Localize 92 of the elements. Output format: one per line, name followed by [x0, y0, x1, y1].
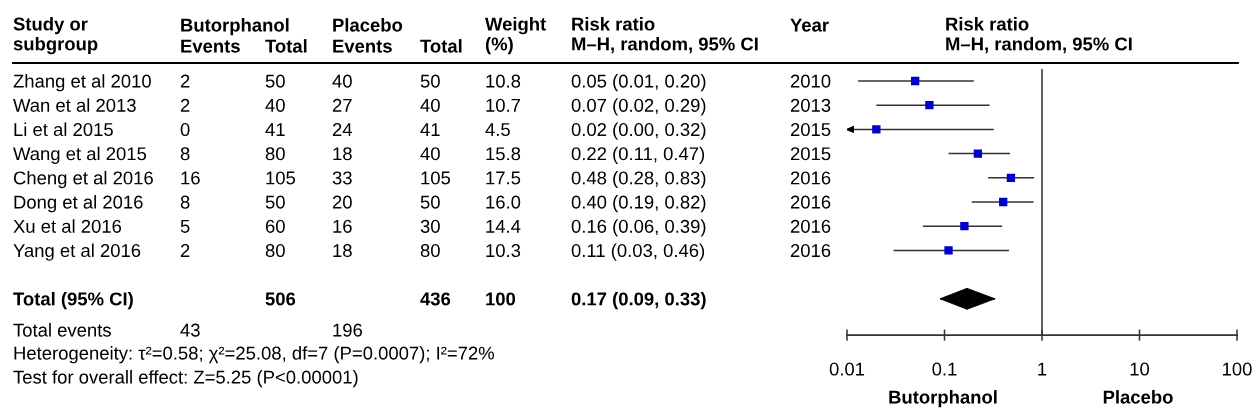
- text: 2016: [790, 244, 831, 258]
- text: Yang et al 2016: [13, 243, 141, 261]
- x-tick-label: 100: [1223, 362, 1252, 376]
- text: Wang et al 2015: [13, 146, 147, 164]
- text: 8: [180, 147, 190, 161]
- text: 0.40 (0.19, 0.82): [571, 195, 706, 213]
- text: 4.5: [485, 123, 510, 137]
- text: Events: [333, 39, 392, 53]
- text: 24: [332, 123, 353, 136]
- text: Cheng et al 2016: [13, 170, 153, 189]
- text: 20: [332, 195, 352, 209]
- text: Weight (%): [485, 17, 547, 55]
- text: 2016: [790, 219, 831, 233]
- text: Xu et al 2016: [13, 219, 122, 233]
- text: 100: [486, 292, 516, 306]
- text: 41: [420, 123, 440, 136]
- text: Dong et al 2016: [14, 195, 143, 213]
- text: 2: [180, 98, 190, 112]
- text: Study or subgroup: [13, 17, 98, 55]
- x-tick-label: 10: [1130, 362, 1150, 376]
- text: Total (95% CI): [13, 291, 133, 310]
- text: 50: [265, 74, 285, 88]
- text: 196: [333, 323, 363, 337]
- text: 50: [265, 195, 285, 209]
- text: 0.02 (0.00, 0.32): [571, 122, 706, 140]
- text: 40: [420, 147, 440, 161]
- text: Risk ratio M–H, random, 95% CI: [572, 17, 758, 54]
- text: 8: [180, 195, 190, 209]
- text: 0.22 (0.11, 0.47): [571, 146, 705, 164]
- text: 30: [420, 219, 440, 233]
- text: 105: [266, 171, 296, 185]
- text: 2: [180, 74, 190, 88]
- text: Total: [420, 39, 462, 53]
- text: Wan et al 2013: [13, 98, 136, 112]
- text: Placebo: [1103, 390, 1173, 404]
- text: Zhang et al 2010: [13, 74, 151, 92]
- text: 2015: [790, 123, 831, 137]
- text: 16: [181, 171, 200, 185]
- text: 2015: [790, 147, 831, 161]
- text: 0.05 (0.01, 0.20): [571, 74, 706, 92]
- text: 18: [333, 244, 352, 258]
- text: 43: [180, 323, 200, 337]
- x-tick-label: 1: [1038, 362, 1047, 376]
- text: Heterogeneity: τ²=0.58; χ²=25.08, df=7 (P=0.0007); I²=72%: [14, 346, 495, 364]
- text: 60: [265, 219, 285, 233]
- text: 0.17 (0.09, 0.33): [571, 291, 706, 310]
- text: 80: [420, 244, 440, 258]
- text: 506: [265, 292, 296, 306]
- x-tick-label: 0.01: [829, 362, 865, 376]
- text: 2016: [790, 171, 831, 185]
- text: 18: [333, 147, 352, 161]
- text: 16: [333, 219, 352, 233]
- text: 0: [180, 123, 190, 137]
- text: 2016: [790, 195, 831, 209]
- text: 16.0: [486, 195, 521, 209]
- text: 0.11 (0.03, 0.46): [571, 243, 705, 261]
- text: 41: [265, 123, 285, 136]
- text: 50: [420, 195, 440, 209]
- text: Butorphanol: [181, 18, 289, 36]
- text: Events: [181, 39, 240, 53]
- text: Total: [265, 39, 307, 53]
- text: 17.5: [486, 171, 521, 185]
- text: 0.48 (0.28, 0.83): [571, 170, 706, 189]
- text: 50: [420, 74, 440, 88]
- text: 2: [180, 244, 190, 257]
- text: 2013: [790, 98, 831, 112]
- text: Placebo: [333, 18, 403, 32]
- text: 10.8: [486, 74, 521, 88]
- text: 15.8: [486, 147, 521, 161]
- text: Year: [790, 18, 829, 32]
- text: 40: [420, 98, 440, 112]
- x-tick-label: 0.1: [932, 362, 957, 376]
- text: Test for overall effect: Z=5.25 (P<0.00001): [13, 370, 358, 388]
- text: Li et al 2015: [14, 122, 113, 137]
- text: 40: [265, 98, 285, 112]
- text: 2010: [790, 74, 831, 88]
- text: Butorphanol: [889, 390, 997, 408]
- text: 80: [265, 147, 285, 161]
- text: 0.07 (0.02, 0.29): [571, 98, 706, 116]
- text: 80: [265, 244, 285, 258]
- text: 40: [332, 74, 352, 88]
- text: 5: [180, 219, 190, 233]
- text: 105: [421, 171, 451, 185]
- chart-title: Risk ratio M–H, random, 95% CI: [946, 17, 1132, 54]
- text: 10.7: [486, 98, 521, 112]
- text: 27: [332, 98, 352, 112]
- text: 14.4: [486, 219, 521, 233]
- text: 436: [420, 292, 451, 306]
- text: 10.3: [486, 244, 521, 258]
- text: 0.16 (0.06, 0.39): [571, 219, 706, 237]
- text: Total events: [13, 323, 111, 337]
- text: 33: [332, 171, 352, 185]
